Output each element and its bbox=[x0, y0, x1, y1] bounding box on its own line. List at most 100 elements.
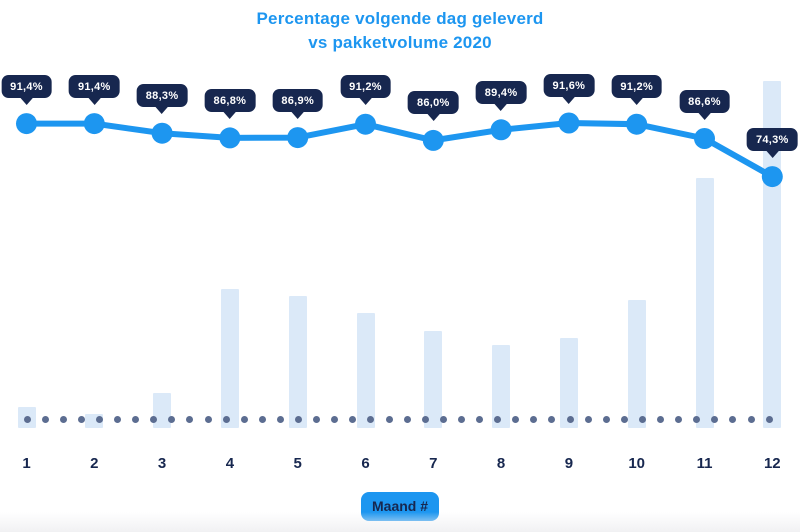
baseline-dot bbox=[421, 415, 429, 423]
callout-pointer bbox=[290, 110, 305, 119]
volume-bar-month-7 bbox=[424, 330, 443, 428]
callout-pointer bbox=[629, 97, 644, 106]
baseline-dot bbox=[765, 415, 773, 423]
baseline-dot bbox=[548, 415, 556, 423]
chart-title: Percentage volgende dag geleverd vs pakk… bbox=[0, 7, 800, 55]
x-axis-label-2: 2 bbox=[90, 455, 99, 472]
data-label-callout-month-2: 91,4% bbox=[68, 74, 120, 105]
chart-title-line2: vs pakketvolume 2020 bbox=[308, 33, 492, 52]
line-point-month-4 bbox=[219, 127, 241, 149]
callout-pointer bbox=[561, 96, 576, 104]
data-label-text: 89,4% bbox=[475, 80, 527, 104]
baseline-dot bbox=[41, 415, 49, 423]
baseline-dot bbox=[23, 415, 31, 423]
baseline-dot bbox=[512, 415, 520, 423]
x-axis-label-11: 11 bbox=[696, 455, 713, 472]
line-point-month-11 bbox=[694, 128, 715, 149]
data-label-callout-month-7: 86,0% bbox=[407, 91, 459, 122]
callout-pointer bbox=[222, 110, 237, 119]
data-label-callout-month-1: 91,4% bbox=[1, 74, 52, 105]
data-label-callout-month-6: 91,2% bbox=[340, 75, 391, 106]
data-label-text: 91,2% bbox=[340, 75, 391, 99]
baseline-dot bbox=[693, 415, 701, 423]
data-label-text: 86,0% bbox=[407, 91, 459, 115]
volume-bar-month-4 bbox=[220, 289, 239, 428]
data-label-text: 86,6% bbox=[679, 89, 730, 113]
baseline-dot bbox=[168, 415, 176, 423]
line-point-month-5 bbox=[287, 127, 309, 149]
volume-bar-month-8 bbox=[492, 344, 511, 428]
chart-title-line1: Percentage volgende dag geleverd bbox=[256, 9, 544, 28]
baseline-dot bbox=[476, 415, 483, 423]
baseline-dot bbox=[494, 415, 502, 423]
x-axis-label-12: 12 bbox=[763, 455, 781, 472]
baseline-dot bbox=[657, 415, 664, 423]
baseline-dot bbox=[77, 415, 85, 423]
baseline-dot bbox=[620, 415, 628, 423]
baseline-dot bbox=[602, 415, 610, 423]
line-point-month-6 bbox=[355, 113, 376, 135]
baseline-dot bbox=[222, 415, 230, 423]
volume-bar-month-5 bbox=[288, 296, 307, 428]
baseline-dot bbox=[114, 415, 121, 423]
data-label-callout-month-12: 74,3% bbox=[746, 127, 798, 158]
volume-bar-month-3 bbox=[153, 393, 172, 428]
callout-pointer bbox=[155, 106, 170, 115]
line-point-month-2 bbox=[83, 113, 105, 135]
x-axis-label-10: 10 bbox=[628, 455, 646, 472]
data-label-text: 91,6% bbox=[543, 74, 595, 97]
baseline-dot bbox=[150, 415, 158, 423]
data-label-callout-month-10: 91,2% bbox=[611, 75, 663, 106]
volume-bar-month-9 bbox=[559, 337, 578, 428]
baseline-dot bbox=[439, 415, 447, 423]
line-point-month-7 bbox=[422, 129, 444, 151]
x-axis-label-3: 3 bbox=[157, 455, 167, 472]
baseline-dot bbox=[186, 415, 194, 423]
callout-pointer bbox=[494, 102, 509, 111]
callout-pointer bbox=[19, 96, 34, 105]
baseline-dot bbox=[276, 415, 284, 423]
baseline-dot bbox=[403, 415, 411, 423]
x-axis-label-8: 8 bbox=[496, 455, 506, 472]
volume-bar-month-10 bbox=[627, 299, 646, 428]
baseline-dot bbox=[240, 415, 248, 423]
x-axis-label-5: 5 bbox=[293, 455, 302, 472]
baseline-dot bbox=[313, 415, 321, 423]
volume-bar-month-11 bbox=[695, 178, 714, 428]
x-axis-title-badge: Maand # bbox=[360, 492, 440, 521]
baseline-dot bbox=[584, 415, 592, 423]
x-axis-label-6: 6 bbox=[361, 455, 370, 472]
line-point-month-3 bbox=[151, 122, 173, 144]
baseline-dot bbox=[59, 415, 67, 423]
callout-pointer bbox=[426, 113, 441, 122]
baseline-dot bbox=[331, 415, 339, 423]
baseline-dot bbox=[349, 415, 357, 423]
baseline-dot bbox=[295, 415, 302, 423]
line-point-month-1 bbox=[16, 113, 37, 135]
baseline-dot bbox=[729, 415, 737, 423]
baseline-dot bbox=[204, 415, 212, 423]
data-label-text: 91,4% bbox=[1, 74, 52, 98]
callout-pointer bbox=[697, 111, 712, 120]
baseline-dot bbox=[530, 415, 538, 423]
x-axis-label-7: 7 bbox=[429, 455, 438, 472]
callout-pointer bbox=[87, 96, 102, 105]
data-label-text: 88,3% bbox=[136, 84, 188, 108]
data-label-callout-month-4: 86,8% bbox=[204, 88, 256, 119]
line-point-month-8 bbox=[490, 119, 512, 141]
baseline-dot bbox=[711, 415, 719, 423]
baseline-dot bbox=[675, 415, 683, 423]
data-label-text: 91,2% bbox=[611, 75, 663, 99]
x-axis-label-9: 9 bbox=[564, 455, 574, 472]
data-label-callout-month-3: 88,3% bbox=[136, 84, 188, 115]
data-label-text: 91,4% bbox=[68, 74, 120, 98]
baseline-dot bbox=[638, 415, 646, 423]
baseline-dot bbox=[566, 415, 574, 423]
line-point-month-12 bbox=[761, 166, 783, 188]
baseline-dot bbox=[258, 415, 266, 423]
percentage-line bbox=[23, 120, 776, 180]
line-point-month-10 bbox=[626, 113, 648, 135]
